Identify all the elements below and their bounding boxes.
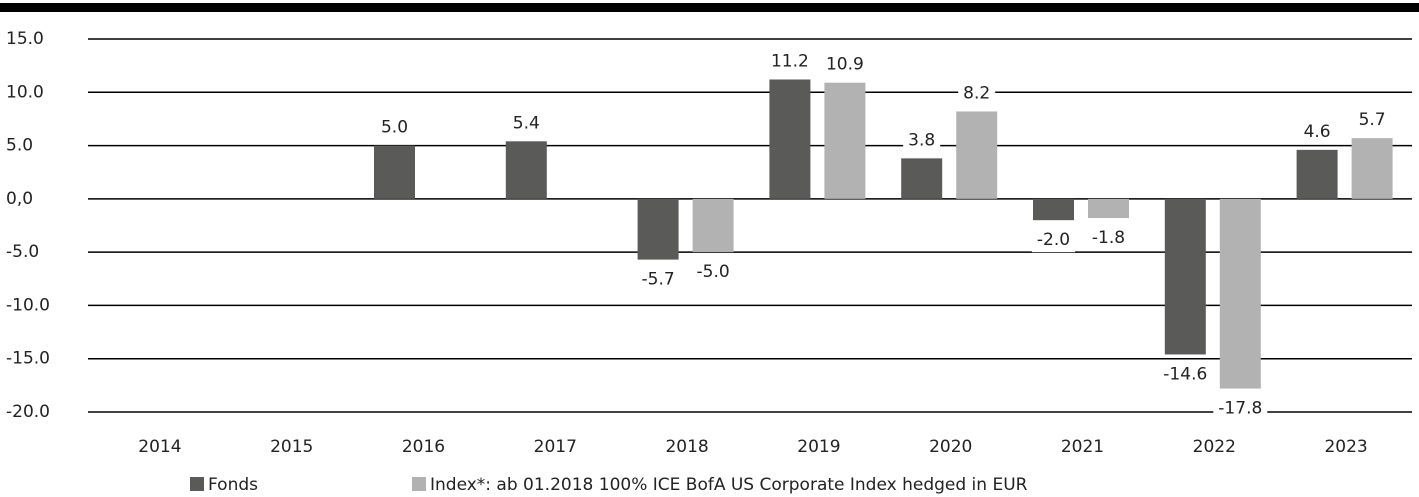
legend-swatch — [190, 477, 204, 491]
label-background — [1158, 362, 1213, 387]
data-label: 5.7 — [1359, 110, 1386, 130]
bar — [505, 141, 547, 199]
x-tick-label: 2018 — [665, 437, 708, 457]
data-label: -5.7 — [642, 270, 675, 290]
bar — [956, 111, 998, 199]
y-tick-label: -10.0 — [6, 295, 50, 315]
label-background — [507, 111, 545, 136]
label-background — [1298, 119, 1336, 144]
data-label: -1.8 — [1092, 228, 1125, 248]
y-tick-label: -15.0 — [6, 349, 50, 369]
y-tick-label: 5.0 — [6, 136, 33, 156]
x-tick-label: 2022 — [1193, 437, 1236, 457]
label-background — [1031, 228, 1076, 253]
label-background — [375, 115, 414, 140]
legend-label: Fonds — [208, 475, 258, 495]
data-label: 11.2 — [771, 51, 809, 71]
y-tick-label: 10.0 — [6, 82, 44, 102]
x-tick-label: 2017 — [534, 437, 577, 457]
label-background — [903, 128, 941, 153]
y-tick-label: 0,0 — [6, 189, 33, 209]
data-label: -2.0 — [1037, 230, 1070, 250]
data-label: -5.0 — [697, 262, 730, 282]
bar — [1088, 198, 1129, 219]
data-label: -17.8 — [1218, 399, 1262, 419]
x-tick-label: 2019 — [797, 437, 840, 457]
y-tick-label: -5.0 — [6, 242, 39, 262]
y-tick-label: 15.0 — [6, 29, 44, 49]
y-tick-label: -20.0 — [6, 402, 50, 422]
data-label: 10.9 — [826, 55, 864, 75]
x-tick-label: 2014 — [138, 437, 181, 457]
data-label: 8.2 — [963, 83, 990, 103]
data-label: 3.8 — [908, 130, 935, 150]
label-background — [1086, 226, 1131, 251]
legend-swatch — [412, 477, 426, 491]
data-label: 5.4 — [513, 113, 540, 133]
label-background — [1353, 108, 1391, 133]
label-background — [636, 267, 680, 292]
bar — [637, 198, 679, 260]
bar — [374, 145, 415, 199]
label-background — [691, 260, 735, 285]
x-tick-label: 2020 — [929, 437, 972, 457]
label-background — [820, 52, 869, 77]
legend-label: Index*: ab 01.2018 100% ICE BofA US Corp… — [430, 475, 1028, 495]
data-label: -14.6 — [1163, 364, 1207, 384]
bar — [901, 158, 943, 199]
bar — [1033, 198, 1074, 221]
data-label: 5.0 — [381, 118, 408, 138]
label-background — [1213, 396, 1268, 421]
x-tick-label: 2021 — [1061, 437, 1104, 457]
bar — [824, 82, 866, 199]
bar — [1351, 138, 1393, 199]
label-background — [765, 49, 814, 74]
bar — [769, 79, 811, 199]
top-rule — [0, 3, 1419, 12]
x-tick-label: 2015 — [270, 437, 313, 457]
label-background — [958, 81, 996, 106]
bar — [1296, 149, 1338, 199]
x-tick-label: 2016 — [402, 437, 445, 457]
bar — [692, 198, 734, 253]
x-tick-label: 2023 — [1324, 437, 1367, 457]
bar — [1164, 198, 1206, 355]
data-label: 4.6 — [1304, 122, 1331, 142]
bar — [1219, 198, 1261, 389]
